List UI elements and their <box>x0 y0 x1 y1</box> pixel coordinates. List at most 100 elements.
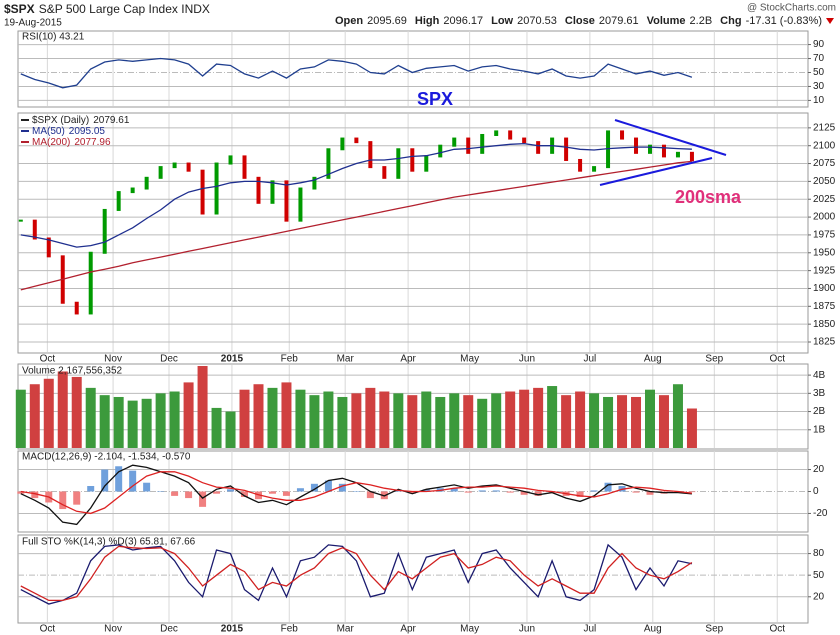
histogram-bar <box>450 488 458 492</box>
volume-bar <box>337 396 348 448</box>
volume-bar <box>631 396 642 448</box>
price-bar <box>536 141 541 154</box>
price-bar <box>256 176 261 204</box>
quote-line: Open 2095.69 High 2096.17 Low 2070.53 Close 207… <box>335 15 822 27</box>
index-name: S&P 500 Large Cap Index INDX <box>39 2 210 16</box>
volume-bar <box>449 393 460 448</box>
histogram-bar <box>213 491 221 494</box>
x-tick-label: Dec <box>160 624 178 635</box>
histogram-bar <box>227 489 235 492</box>
price-bar <box>200 169 205 215</box>
volume-bar <box>239 389 250 448</box>
histogram-bar <box>185 491 193 499</box>
x-tick-label: Jun <box>519 624 535 635</box>
x-tick-label: Oct <box>40 354 56 365</box>
triangle-lower <box>599 157 713 186</box>
volume-bar <box>435 396 446 448</box>
volume-bar <box>603 396 614 448</box>
x-tick-label: Feb <box>281 354 299 365</box>
quote-label: Volume <box>647 15 686 27</box>
x-tick-label: Sep <box>705 624 723 635</box>
quote-label: High <box>415 15 440 27</box>
volume-bar <box>183 382 194 448</box>
histogram-bar <box>199 491 207 507</box>
histogram-bar <box>268 491 276 494</box>
legend-name: MA(50) <box>32 126 65 137</box>
y-tick-label: 1825 <box>813 337 836 348</box>
legend-value: 2079.61 <box>93 115 130 126</box>
volume-bar <box>29 384 40 448</box>
x-tick-label: Mar <box>337 354 355 365</box>
y-tick-label: 2075 <box>813 158 836 169</box>
quote-value: 2.2B <box>690 15 713 27</box>
histogram-bar <box>646 491 654 495</box>
histogram-bar <box>534 491 542 496</box>
histogram-bar <box>282 491 290 496</box>
histogram-bar <box>604 482 612 492</box>
volume-bar <box>113 396 124 448</box>
volume-bar <box>547 386 558 448</box>
histogram-bar <box>310 483 318 492</box>
x-tick-label: 2015 <box>221 624 244 635</box>
quote-label: Low <box>491 15 513 27</box>
volume-bar <box>281 382 292 448</box>
x-tick-label: Nov <box>104 354 122 365</box>
y-tick-label: 50 <box>813 67 825 78</box>
y-tick-label: 4B <box>813 370 826 381</box>
price-bar <box>102 208 107 254</box>
panel-label: Full STO %K(14,3) %D(3) 65.81, 67.66 <box>22 537 196 548</box>
price-bar <box>522 137 527 144</box>
y-tick-label: 2B <box>813 406 826 417</box>
histogram-bar <box>157 491 165 492</box>
price-bar <box>592 166 597 172</box>
price-bar <box>564 137 569 161</box>
volume-bar <box>463 395 474 448</box>
price-bar <box>158 166 163 179</box>
histogram-bar <box>352 491 360 492</box>
volume-bar <box>309 395 320 448</box>
price-bar <box>634 137 639 154</box>
volume-bar <box>15 389 26 448</box>
price-bar <box>354 137 359 144</box>
histogram-bar <box>73 491 81 505</box>
y-tick-label: 20 <box>813 591 825 602</box>
histogram-bar <box>31 491 39 499</box>
y-tick-label: 2000 <box>813 212 836 223</box>
price-bar <box>410 148 415 172</box>
y-tick-label: 50 <box>813 570 825 581</box>
price-bar <box>382 166 387 179</box>
volume-bar <box>519 389 530 448</box>
histogram-bar <box>101 469 109 492</box>
histogram-bar <box>296 488 304 492</box>
price-bar <box>480 133 485 154</box>
histogram-bar <box>408 491 416 494</box>
histogram-bar <box>492 490 500 492</box>
histogram-bar <box>590 490 598 492</box>
volume-bar <box>43 378 54 448</box>
y-tick-label: 1850 <box>813 319 836 330</box>
volume-bar <box>491 393 502 448</box>
histogram-bar <box>338 483 346 492</box>
x-tick-label: Sep <box>705 354 723 365</box>
price-bar <box>298 187 303 222</box>
volume-bar <box>225 411 236 448</box>
quote-value: 2095.69 <box>367 15 407 27</box>
panel-label: Volume 2,167,556,352 <box>22 366 123 377</box>
histogram-bar <box>478 490 486 492</box>
volume-bar <box>295 389 306 448</box>
x-tick-label: Dec <box>160 354 178 365</box>
volume-bar <box>658 395 669 448</box>
volume-bar <box>561 395 572 448</box>
y-tick-label: 10 <box>813 95 825 106</box>
x-tick-label: 2015 <box>221 354 244 365</box>
x-tick-label: Nov <box>104 624 122 635</box>
series-line <box>20 543 693 605</box>
price-bar <box>130 187 135 194</box>
quote-label: Chg <box>720 15 741 27</box>
price-bar <box>214 162 219 215</box>
volume-bar <box>141 398 152 448</box>
triangle-upper <box>614 119 727 156</box>
price-bar <box>578 158 583 172</box>
x-tick-label: May <box>460 624 479 635</box>
